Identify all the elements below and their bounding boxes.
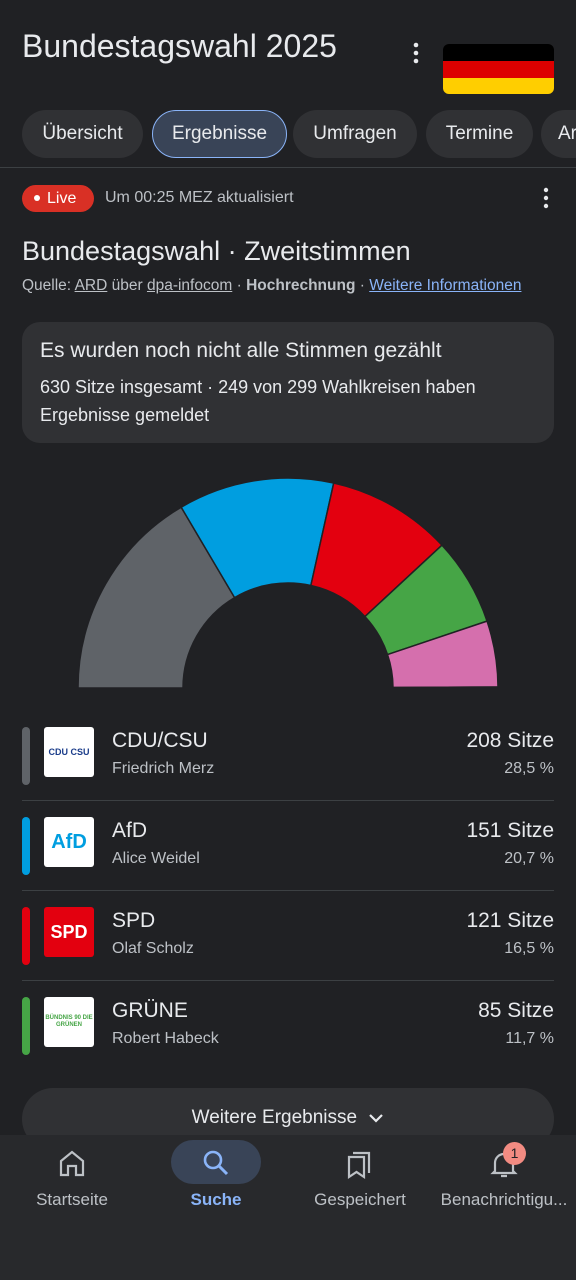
party-name: GRÜNE bbox=[112, 999, 188, 1022]
source-via: über bbox=[111, 277, 143, 294]
source-provider[interactable]: ARD bbox=[74, 277, 108, 294]
party-color-bar bbox=[22, 727, 30, 785]
source-prefix: Quelle: bbox=[22, 277, 72, 294]
party-logo: AfD bbox=[44, 817, 94, 867]
party-color-bar bbox=[22, 997, 30, 1055]
party-logo: CDU CSU bbox=[44, 727, 94, 777]
tab[interactable]: Übersicht bbox=[22, 110, 143, 158]
party-seats: 208 Sitze bbox=[466, 729, 554, 752]
party-color-bar bbox=[22, 907, 30, 965]
logo-text: AfD bbox=[51, 830, 87, 853]
party-leader: Alice Weidel bbox=[112, 850, 200, 867]
party-leader: Robert Habeck bbox=[112, 1030, 219, 1047]
page-title: Bundestagswahl 2025 bbox=[22, 28, 337, 64]
logo-text: CDU CSU bbox=[48, 747, 90, 757]
row-divider bbox=[22, 890, 554, 891]
row-divider bbox=[22, 800, 554, 801]
tab[interactable]: Termine bbox=[426, 110, 533, 158]
party-seats: 85 Sitze bbox=[478, 999, 554, 1022]
party-share: 20,7 % bbox=[504, 850, 554, 867]
party-leader: Olaf Scholz bbox=[112, 940, 194, 957]
source-agency[interactable]: dpa-infocom bbox=[146, 277, 233, 294]
live-badge: Live bbox=[22, 185, 94, 212]
nav-label[interactable]: Benachrichtigu... bbox=[440, 1190, 568, 1209]
source: Quelle: ARD über dpa-infocom · Hochrechn… bbox=[22, 277, 521, 295]
nav-label[interactable]: Gespeichert bbox=[314, 1190, 406, 1209]
notice-text: 630 Sitze insgesamt · 249 von 299 Wahlkr… bbox=[40, 377, 476, 425]
nav-label[interactable]: Suche bbox=[190, 1190, 242, 1209]
heading: Bundestagswahl · Zweitstimmen bbox=[22, 236, 411, 266]
source-kind: Hochrechnung bbox=[246, 277, 356, 294]
party-share: 28,5 % bbox=[504, 760, 554, 777]
party-seats: 121 Sitze bbox=[466, 909, 554, 932]
updated-time: Um 00:25 MEZ aktualisiert bbox=[105, 189, 294, 206]
party-seats: 151 Sitze bbox=[466, 819, 554, 842]
chevron bbox=[369, 1114, 384, 1123]
party-color-bar bbox=[22, 817, 30, 875]
bottom-nav bbox=[0, 1135, 576, 1280]
live-text: Live bbox=[47, 190, 77, 207]
nav-label[interactable]: Startseite bbox=[36, 1190, 108, 1209]
more-text: Weitere Ergebnisse bbox=[191, 1107, 358, 1128]
notification-badge: 1 bbox=[503, 1142, 526, 1165]
tab[interactable]: Umfragen bbox=[293, 110, 417, 158]
seat-segment bbox=[392, 686, 499, 689]
seat-chart bbox=[77, 477, 499, 689]
tab[interactable]: Ar bbox=[541, 110, 576, 158]
card-menu[interactable] bbox=[535, 186, 557, 210]
menu-icon[interactable] bbox=[405, 40, 427, 66]
tab[interactable]: Ergebnisse bbox=[152, 110, 287, 158]
party-share: 16,5 % bbox=[504, 940, 554, 957]
party-row[interactable]: BÜNDNIS 90 DIE GRÜNEN GRÜNE Robert Habeck 8… bbox=[22, 997, 554, 1087]
nav-icons bbox=[59, 1150, 518, 1180]
notice-card: Es wurden noch nicht alle Stimmen gezähl… bbox=[22, 322, 554, 443]
nav-active-pill bbox=[171, 1140, 261, 1184]
divider bbox=[0, 167, 576, 168]
source-link[interactable]: Weitere Informationen bbox=[369, 277, 522, 294]
party-name: CDU/CSU bbox=[112, 729, 208, 752]
party-row[interactable]: SPD SPD Olaf Scholz 121 Sitze 16,5 % bbox=[22, 907, 554, 997]
party-logo: SPD bbox=[44, 907, 94, 957]
party-share: 11,7 % bbox=[505, 1030, 554, 1047]
party-logo: BÜNDNIS 90 DIE GRÜNEN bbox=[44, 997, 94, 1047]
row-divider bbox=[22, 980, 554, 981]
seat-segment bbox=[77, 506, 236, 689]
party-name: AfD bbox=[112, 819, 148, 842]
party-leader: Friedrich Merz bbox=[112, 760, 215, 777]
notice-title: Es wurden noch nicht alle Stimmen gezähl… bbox=[40, 339, 442, 362]
logo-text: BÜNDNIS 90 DIE GRÜNEN bbox=[45, 1015, 93, 1028]
logo-text: SPD bbox=[50, 921, 88, 942]
party-name: SPD bbox=[112, 909, 156, 932]
flag bbox=[443, 44, 554, 94]
separator: · bbox=[236, 277, 242, 294]
party-row[interactable]: CDU CSU CDU/CSU Friedrich Merz 208 Sitze 28,… bbox=[22, 727, 554, 817]
party-row[interactable]: AfD AfD Alice Weidel 151 Sitze 20,7 % bbox=[22, 817, 554, 907]
separator: · bbox=[359, 277, 365, 294]
